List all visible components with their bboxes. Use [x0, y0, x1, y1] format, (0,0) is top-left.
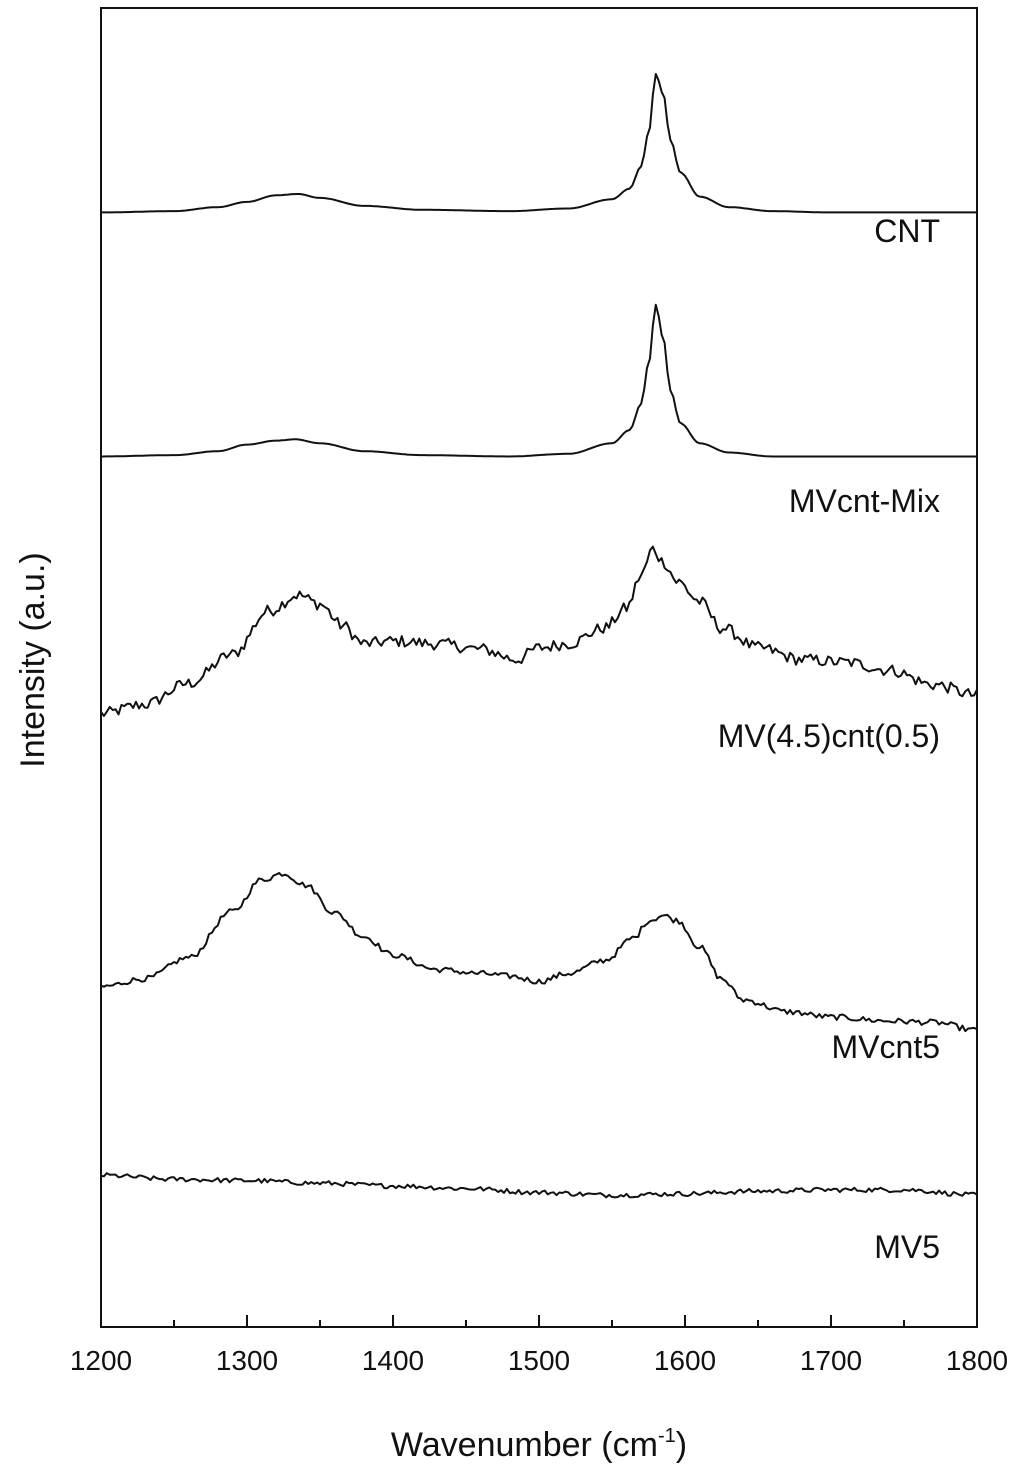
- series-labels: CNT MVcnt-Mix MV(4.5)cnt(0.5) MVcnt5 MV5: [718, 213, 940, 1265]
- x-tick-label-1300: 1300: [216, 1345, 278, 1376]
- x-tick-label-1600: 1600: [654, 1345, 716, 1376]
- trace-mvcnt5: [100, 872, 978, 1033]
- trace-mvcnt-mix: [101, 303, 977, 458]
- series-label-mv5: MV5: [874, 1229, 940, 1265]
- series-label-cnt: CNT: [874, 213, 940, 249]
- x-tick-label-1500: 1500: [508, 1345, 570, 1376]
- trace-cnt: [101, 73, 977, 214]
- x-tick-label-1200: 1200: [70, 1345, 132, 1376]
- spectra-traces: [100, 73, 978, 1199]
- x-tick-label-1400: 1400: [362, 1345, 424, 1376]
- x-axis-title: Wavenumber (cm-1): [391, 1425, 687, 1464]
- x-axis-tick-labels: 1200 1300 1400 1500 1600 1700 1800: [70, 1345, 1008, 1376]
- x-tick-label-1700: 1700: [800, 1345, 862, 1376]
- trace-mv-4-5-cnt-0-5-: [100, 545, 978, 717]
- x-axis-major-ticks: [100, 1315, 978, 1327]
- y-axis-title: Intensity (a.u.): [14, 552, 52, 767]
- series-label-mvcnt5: MVcnt5: [832, 1029, 940, 1065]
- series-label-mvcnt-mix: MVcnt-Mix: [789, 483, 940, 519]
- x-axis-title-close: ): [676, 1426, 687, 1464]
- x-axis-minor-ticks: [173, 1320, 905, 1327]
- x-tick-label-1800: 1800: [946, 1345, 1008, 1376]
- x-axis-title-superscript: -1: [658, 1425, 676, 1447]
- series-label-mv-4-5-cnt-0-5-: MV(4.5)cnt(0.5): [718, 718, 940, 754]
- trace-mv5: [100, 1172, 978, 1199]
- plot-frame: [100, 7, 978, 1328]
